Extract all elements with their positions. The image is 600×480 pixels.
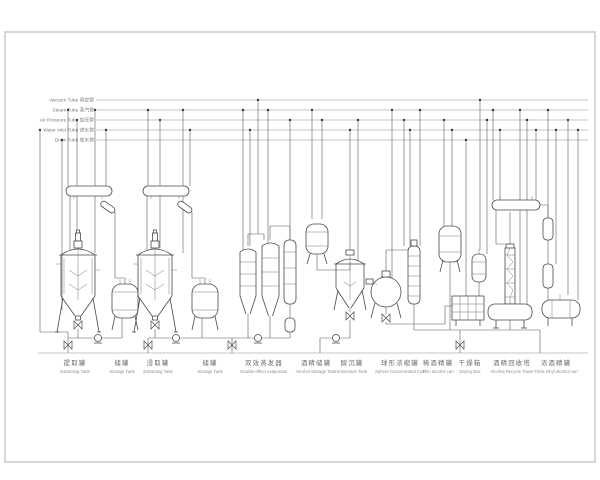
label-double-effect-evaporator: 双效蒸发器 Double-effect evaporator xyxy=(240,358,288,374)
pipe-header-label-water: Water Inlet Tube 进水管 xyxy=(43,127,94,134)
pipe-header-label-air: Air Pressure Tube 空压管 xyxy=(40,117,94,124)
pump-3 xyxy=(254,334,262,344)
label-immersion-tank: 醇沉罐 Immersion Tank xyxy=(337,358,368,374)
label-zh: 双效蒸发器 xyxy=(245,358,283,367)
pump-2 xyxy=(172,334,180,344)
thin-alcohol-tank xyxy=(438,225,462,273)
diagram-frame xyxy=(4,31,596,463)
label-en: Storage Tank xyxy=(109,369,135,374)
alcohol-recycle-tower xyxy=(487,196,554,329)
label-en: Double-effect evaporator xyxy=(240,369,288,374)
label-en: Sphere Concentrated Can xyxy=(375,369,426,374)
sphere-concentrator xyxy=(365,270,402,323)
drying-box xyxy=(451,295,485,326)
pump-1 xyxy=(94,334,102,344)
label-zh: 储罐 xyxy=(202,358,217,367)
label-alcohol-storage-tank: 酒精储罐 Alcohol Storage Tank xyxy=(296,358,337,374)
pipe-header-label-steam: Steam Tube 蒸汽管 xyxy=(52,107,94,114)
label-thin-alcohol-tank: 稀酒精罐 Thin alcohol can xyxy=(422,358,454,374)
extracting-tank-2 xyxy=(132,229,178,333)
pipe-header-label-vacuum: Vacuum Tube 真空管 xyxy=(49,97,94,104)
label-storage-tank-2: 储罐 Storage Tank xyxy=(197,358,223,374)
pump-4 xyxy=(332,334,340,344)
extracting-tank-1 xyxy=(55,229,101,333)
thick-alcohol-tank xyxy=(541,294,581,326)
pipe-headers: Vacuum Tube 真空管 Steam Tube 蒸汽管 Air Press… xyxy=(40,97,588,144)
label-zh: 稀酒精罐 xyxy=(423,358,453,367)
condenser-1 xyxy=(65,185,116,214)
label-en: Thick ethyl alcohol can xyxy=(534,369,578,374)
label-zh: 浓酒精罐 xyxy=(541,358,571,367)
label-en: Extracting Tank xyxy=(143,369,173,374)
label-zh: 醇沉罐 xyxy=(341,358,364,367)
label-en: Storage Tank xyxy=(197,369,223,374)
pipe-header-label-drain: Drain Tube 放水管 xyxy=(55,137,94,144)
label-zh: 浸取罐 xyxy=(147,358,170,367)
label-en: Alcohol Storage Tank xyxy=(296,369,337,374)
drain-valves xyxy=(63,340,465,350)
label-en: Immersion Tank xyxy=(337,369,368,374)
label-zh: 储罐 xyxy=(114,358,129,367)
label-extracting-tank-2: 浸取罐 Extracting Tank xyxy=(143,358,173,374)
condenser-2 xyxy=(142,185,193,214)
label-zh: 酒精储罐 xyxy=(301,358,331,367)
label-extracting-tank-1: 提取罐 Extracting Tank xyxy=(60,358,90,374)
storage-tank-2 xyxy=(191,279,219,331)
label-zh: 酒精回收塔 xyxy=(493,358,531,367)
equipment-labels: 提取罐 Extracting Tank 储罐 Storage Tank 浸取罐 … xyxy=(60,358,578,374)
label-alcohol-recycle-tower: 酒精回收塔 Alcohol Recycle Tower xyxy=(490,358,534,374)
label-en: Drying Box xyxy=(459,369,481,374)
immersion-tank xyxy=(333,249,367,321)
label-zh: 干燥箱 xyxy=(459,358,482,367)
label-en: Extracting Tank xyxy=(60,369,90,374)
label-zh: 提取罐 xyxy=(64,358,87,367)
label-zh: 球形浓缩罐 xyxy=(381,358,419,367)
label-sphere-concentrator: 球形浓缩罐 Sphere Concentrated Can xyxy=(375,358,426,374)
label-drying-box: 干燥箱 Drying Box xyxy=(459,358,482,374)
alcohol-storage-tank xyxy=(305,223,329,265)
storage-tank-1 xyxy=(111,279,139,331)
label-en: Alcohol Recycle Tower xyxy=(490,369,534,374)
label-storage-tank-1: 储罐 Storage Tank xyxy=(109,358,135,374)
sphere-condenser-column xyxy=(407,239,421,305)
label-thick-alcohol-tank: 浓酒精罐 Thick ethyl alcohol can xyxy=(534,358,578,374)
label-en: Thin alcohol can xyxy=(422,369,454,374)
double-effect-evaporator xyxy=(239,239,297,333)
receiver-vessel xyxy=(471,249,487,283)
